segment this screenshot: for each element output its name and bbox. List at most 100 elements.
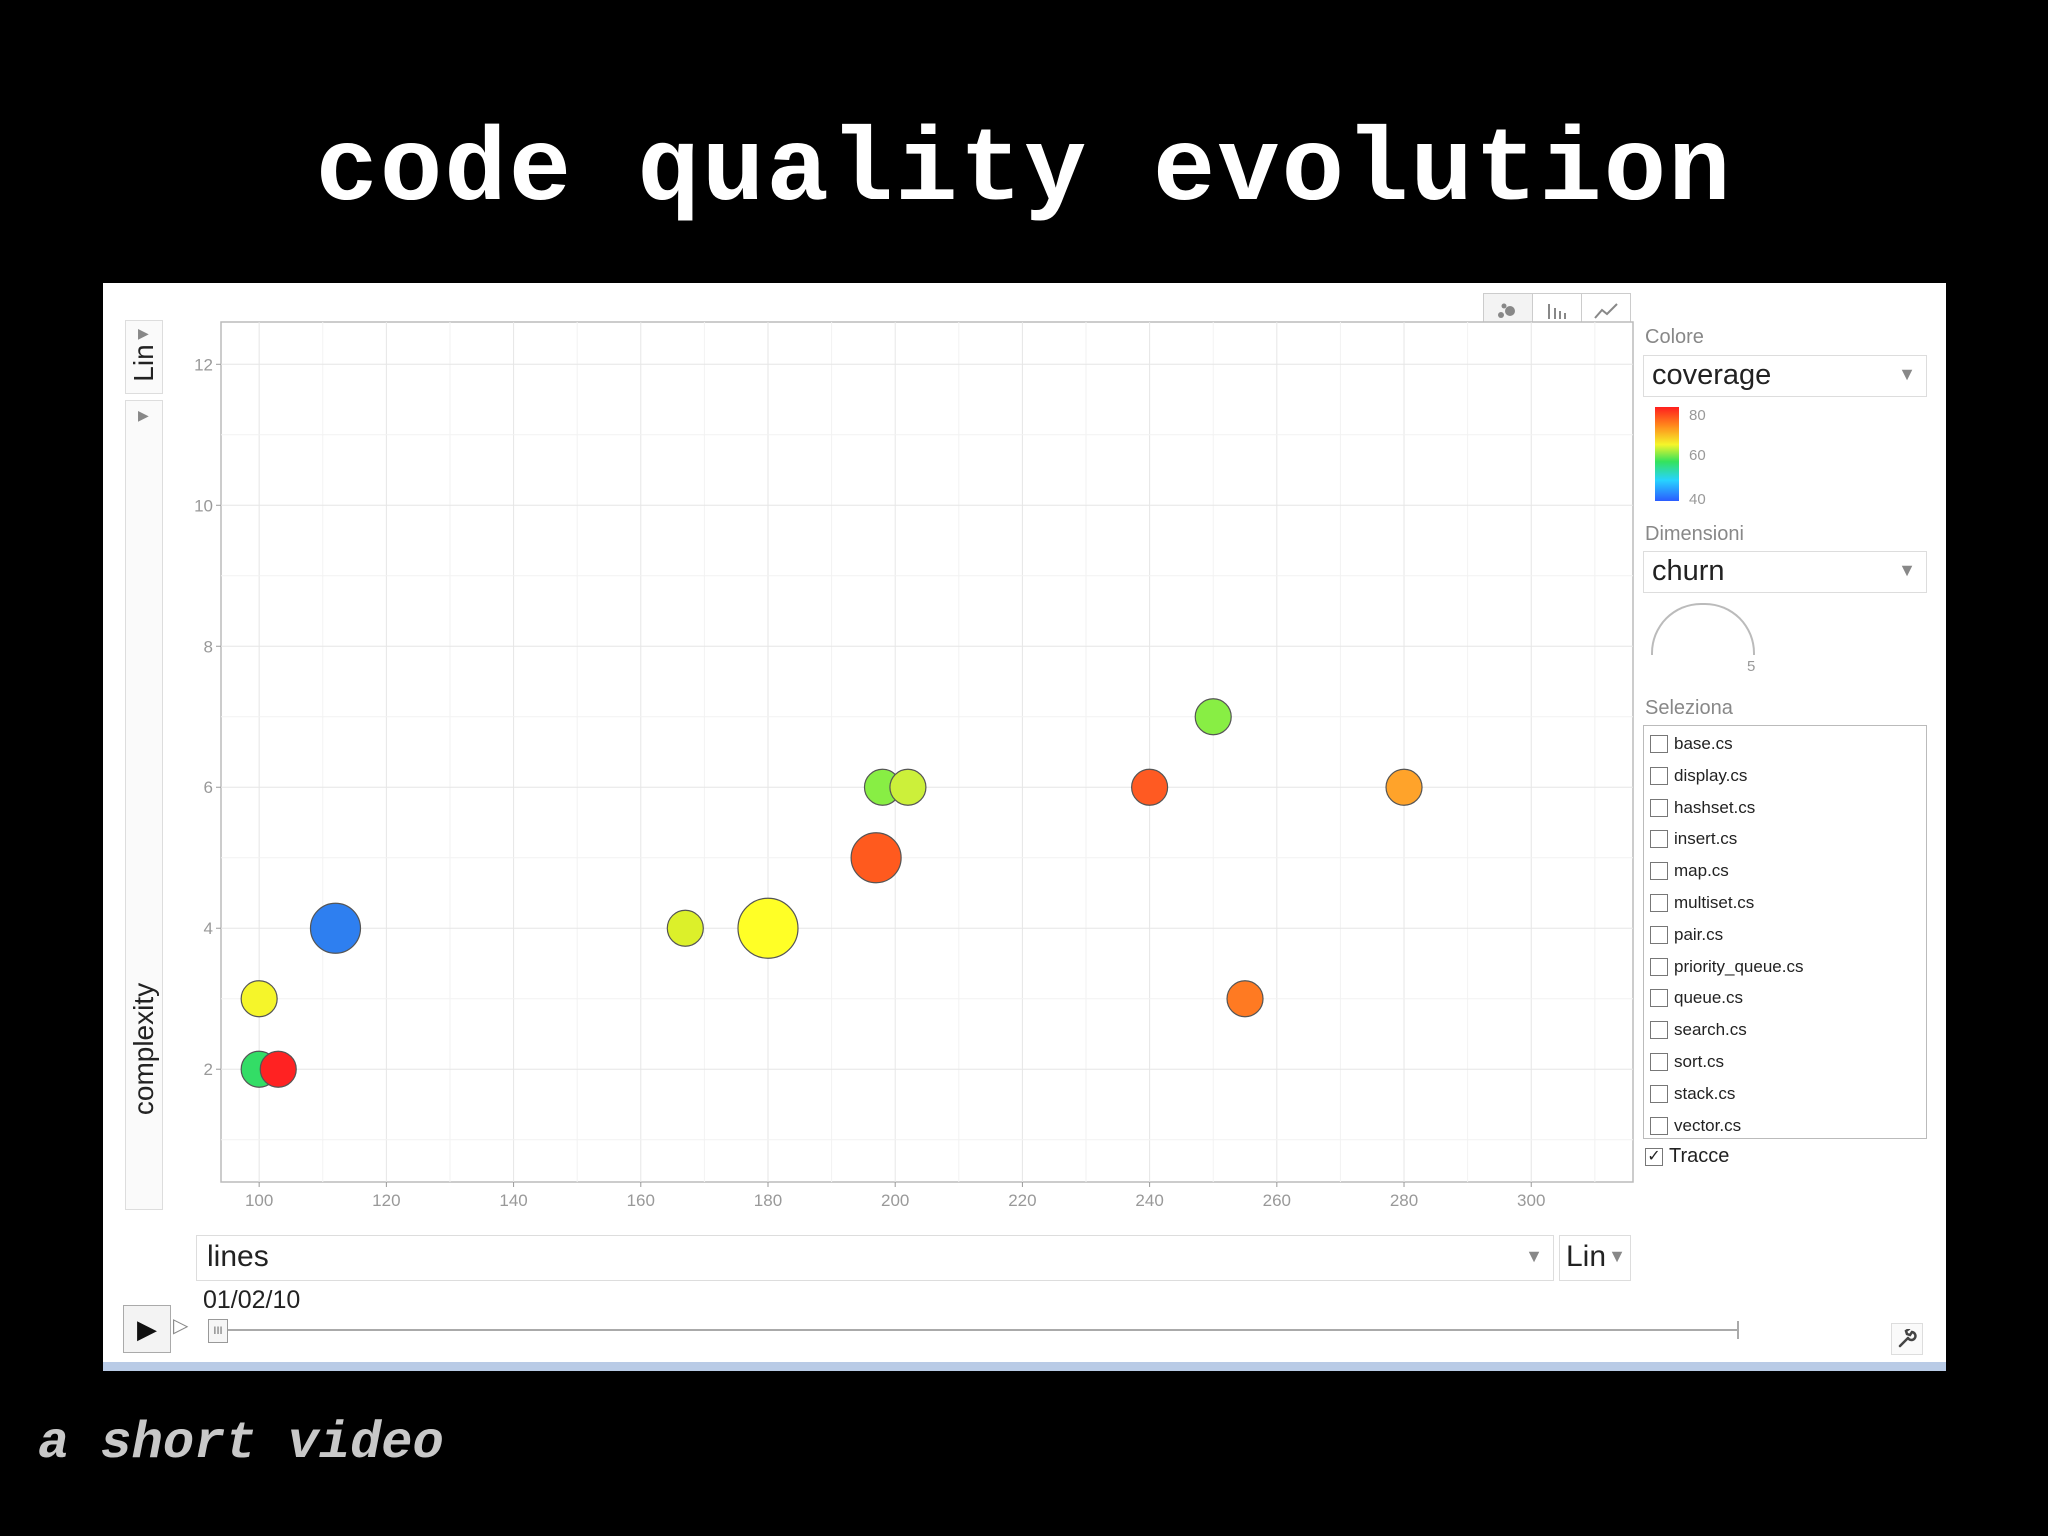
file-label: hashset.cs bbox=[1674, 797, 1756, 817]
bubble-chart-plot[interactable]: 100 120 140 160 180 200 220 240 260 280 300 2 4 6 8 10 1… bbox=[103, 283, 1946, 1233]
file-item[interactable]: sort.cs bbox=[1650, 1050, 1724, 1074]
file-checkbox[interactable] bbox=[1650, 1021, 1668, 1040]
bubble-point[interactable] bbox=[240, 980, 278, 1018]
timeline-end-marker bbox=[1737, 1321, 1739, 1339]
trails-checkbox[interactable]: ✓ bbox=[1645, 1147, 1663, 1166]
file-checkbox[interactable] bbox=[1650, 735, 1668, 753]
x-axis-metric-value: lines bbox=[207, 1240, 269, 1273]
x-axis-scale-select[interactable]: Lin ▼ bbox=[1559, 1235, 1631, 1281]
color-label: Colore bbox=[1645, 326, 1704, 348]
panel-bottom-bar bbox=[103, 1362, 1946, 1371]
bubble-point[interactable] bbox=[850, 832, 902, 884]
file-label: priority_queue.cs bbox=[1674, 956, 1804, 976]
bubble-point[interactable] bbox=[1194, 698, 1232, 736]
play-icon: ▶ bbox=[137, 1313, 157, 1344]
bubble-point[interactable] bbox=[309, 902, 362, 954]
bubble-point[interactable] bbox=[1385, 768, 1423, 806]
bar-chart-tab[interactable] bbox=[1533, 294, 1582, 328]
color-tick-low: 40 bbox=[1689, 491, 1706, 508]
file-checkbox[interactable] bbox=[1650, 1053, 1668, 1071]
grid-layer bbox=[220, 321, 1634, 1183]
wrench-glyph bbox=[1898, 1329, 1917, 1348]
size-metric-select[interactable]: churn ▼ bbox=[1643, 551, 1927, 593]
file-checkbox[interactable] bbox=[1650, 798, 1668, 817]
chevron-down-icon: ▼ bbox=[1608, 1246, 1626, 1266]
bubble-point[interactable] bbox=[1226, 980, 1264, 1018]
file-label: pair.cs bbox=[1674, 924, 1724, 944]
y-tick-label: 10 bbox=[194, 496, 213, 515]
file-item[interactable]: search.cs bbox=[1650, 1018, 1747, 1042]
file-item[interactable]: stack.cs bbox=[1650, 1082, 1735, 1106]
axis-layer: 100 120 140 160 180 200 220 240 260 280 300 2 4 6 8 10 1… bbox=[194, 355, 1545, 1210]
bubble-point[interactable] bbox=[1131, 768, 1169, 806]
timeline-date: 01/02/10 bbox=[203, 1286, 301, 1314]
file-item[interactable]: insert.cs bbox=[1650, 827, 1737, 851]
x-tick-label: 300 bbox=[1517, 1191, 1545, 1210]
slide-title: code quality evolution bbox=[315, 113, 1733, 231]
color-metric-select[interactable]: coverage ▼ bbox=[1643, 355, 1927, 397]
wrench-icon[interactable] bbox=[1891, 1323, 1923, 1355]
file-checkbox[interactable] bbox=[1650, 894, 1668, 912]
file-checkbox[interactable] bbox=[1650, 766, 1668, 785]
file-checkbox[interactable] bbox=[1650, 862, 1668, 881]
file-checkbox[interactable] bbox=[1650, 830, 1668, 849]
size-metric-value: churn bbox=[1652, 555, 1725, 587]
chevron-down-icon: ▼ bbox=[1898, 364, 1916, 384]
y-tick-label: 2 bbox=[204, 1060, 213, 1079]
file-checkbox[interactable] bbox=[1650, 957, 1668, 976]
file-label: queue.cs bbox=[1674, 988, 1743, 1008]
select-label: Seleziona bbox=[1645, 697, 1733, 719]
line-chart-icon bbox=[1594, 303, 1618, 319]
file-item[interactable]: multiset.cs bbox=[1650, 891, 1754, 915]
file-checkbox[interactable] bbox=[1650, 989, 1668, 1008]
line-chart-tab[interactable] bbox=[1582, 294, 1630, 328]
x-tick-label: 140 bbox=[499, 1191, 527, 1210]
x-tick-label: 240 bbox=[1135, 1191, 1163, 1210]
bubble-point[interactable] bbox=[259, 1050, 297, 1088]
file-item[interactable]: map.cs bbox=[1650, 859, 1729, 883]
timeline-handle[interactable]: III bbox=[208, 1319, 228, 1343]
x-tick-label: 180 bbox=[754, 1191, 782, 1210]
color-metric-value: coverage bbox=[1652, 359, 1772, 391]
y-tick-label: 6 bbox=[204, 778, 213, 797]
file-item[interactable]: base.cs bbox=[1650, 732, 1733, 756]
file-checkbox[interactable] bbox=[1650, 1084, 1668, 1103]
play-button[interactable]: ▶ bbox=[123, 1305, 171, 1353]
color-tick-mid: 60 bbox=[1689, 447, 1706, 464]
x-tick-label: 120 bbox=[372, 1191, 400, 1210]
file-label: stack.cs bbox=[1674, 1083, 1736, 1103]
timeline-track[interactable] bbox=[208, 1329, 1738, 1331]
file-item[interactable]: display.cs bbox=[1650, 764, 1747, 788]
speed-control-icon[interactable]: ▷ bbox=[173, 1315, 189, 1337]
file-checkbox[interactable] bbox=[1650, 925, 1668, 944]
y-axis-scale-select[interactable]: ▶ Lin bbox=[125, 320, 163, 394]
y-tick-label: 12 bbox=[194, 355, 213, 374]
bubble-point[interactable] bbox=[666, 909, 704, 947]
slide-subtitle: a short video bbox=[38, 1414, 444, 1473]
trails-toggle[interactable]: ✓ Tracce bbox=[1645, 1145, 1729, 1168]
file-item[interactable]: priority_queue.cs bbox=[1650, 955, 1803, 979]
bubble-point[interactable] bbox=[737, 897, 799, 959]
file-select-list: base.cs display.cs hashset.cs insert.cs map.… bbox=[1643, 725, 1927, 1139]
y-axis-metric-select[interactable]: ▶ complexity bbox=[125, 400, 163, 1210]
chevron-down-icon: ▼ bbox=[1525, 1246, 1543, 1266]
x-tick-label: 280 bbox=[1390, 1191, 1418, 1210]
x-tick-label: 260 bbox=[1263, 1191, 1291, 1210]
file-checkbox[interactable] bbox=[1650, 1116, 1668, 1135]
x-axis-scale-value: Lin bbox=[1566, 1240, 1607, 1273]
file-label: vector.cs bbox=[1674, 1115, 1742, 1135]
file-item[interactable]: hashset.cs bbox=[1650, 796, 1755, 820]
chevron-right-icon: ▶ bbox=[138, 325, 149, 341]
x-tick-label: 160 bbox=[627, 1191, 655, 1210]
x-tick-label: 220 bbox=[1008, 1191, 1036, 1210]
file-item[interactable]: queue.cs bbox=[1650, 986, 1743, 1010]
file-item[interactable]: pair.cs bbox=[1650, 923, 1723, 947]
x-axis-metric-select[interactable]: lines ▼ bbox=[196, 1235, 1554, 1281]
y-tick-label: 8 bbox=[204, 637, 213, 656]
bar-chart-icon bbox=[1548, 304, 1566, 319]
points-layer bbox=[240, 698, 1423, 1088]
file-item[interactable]: vector.cs bbox=[1650, 1114, 1741, 1138]
plot-area bbox=[220, 321, 1634, 1183]
bubble-point[interactable] bbox=[889, 768, 927, 806]
file-label: base.cs bbox=[1674, 734, 1733, 753]
